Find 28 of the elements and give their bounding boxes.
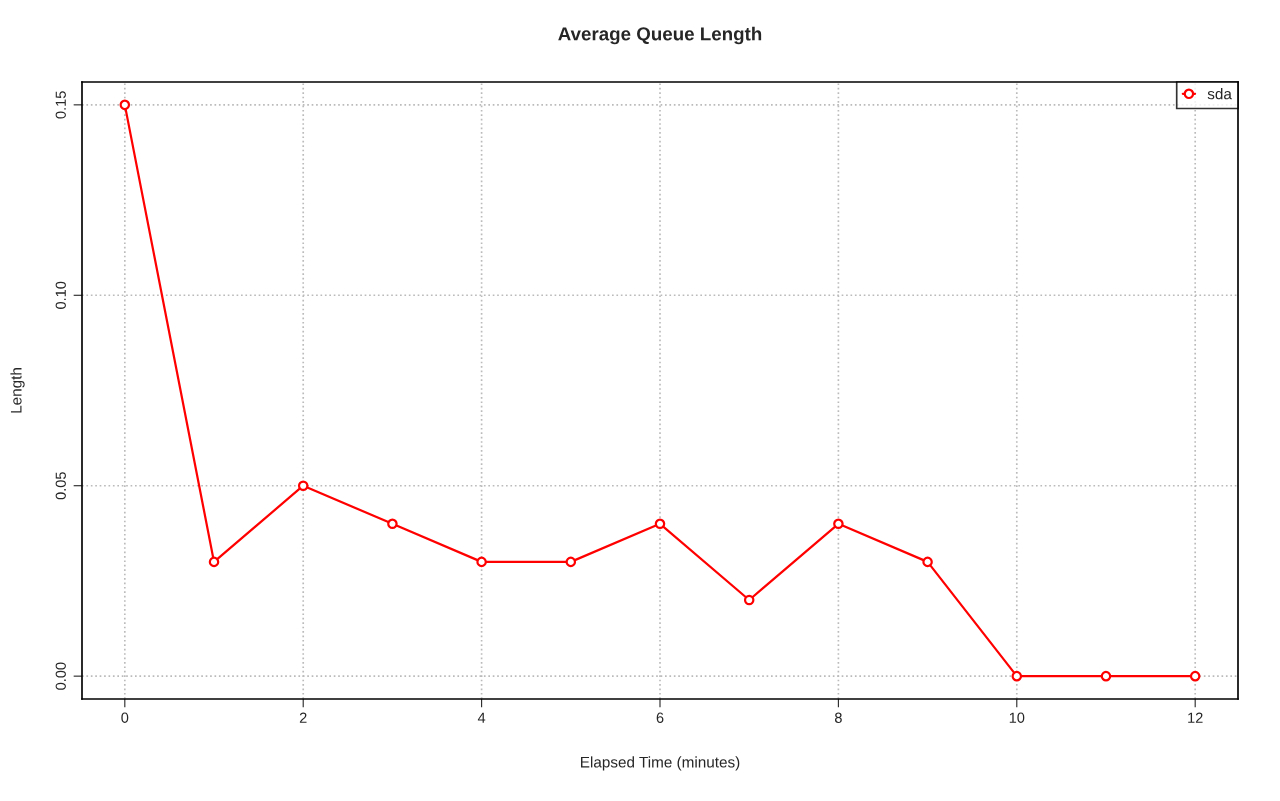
point — [743, 594, 755, 606]
x-tick-label: 10 — [1009, 712, 1025, 723]
point — [833, 518, 844, 530]
legend-label: sda — [1207, 88, 1232, 100]
x-tick-label: 12 — [1188, 712, 1203, 723]
point — [297, 480, 309, 491]
x-axis-title: Elapsed Time (minutes) — [581, 756, 740, 771]
chart-title: Average Queue Length — [558, 26, 762, 45]
x-tick-label: 2 — [299, 712, 307, 723]
point — [654, 518, 666, 530]
point — [1189, 670, 1201, 682]
point — [387, 518, 398, 530]
y-tick-label: 0.15 — [55, 91, 66, 119]
point — [565, 556, 577, 568]
x-tick-label: 6 — [656, 712, 664, 723]
point — [922, 556, 933, 568]
point — [119, 99, 131, 111]
point — [476, 556, 487, 568]
point — [208, 556, 220, 568]
x-tick-label: 8 — [834, 712, 842, 723]
y-tick-label: 0.10 — [55, 281, 66, 309]
y-tick-label: 0.05 — [55, 472, 66, 500]
y-tick-label: 0.00 — [55, 662, 66, 690]
x-tick-label: 4 — [477, 712, 486, 723]
point — [1011, 670, 1023, 682]
x-tick-label: 0 — [121, 712, 129, 723]
y-axis-title: Length — [10, 368, 25, 413]
point — [1100, 670, 1112, 682]
